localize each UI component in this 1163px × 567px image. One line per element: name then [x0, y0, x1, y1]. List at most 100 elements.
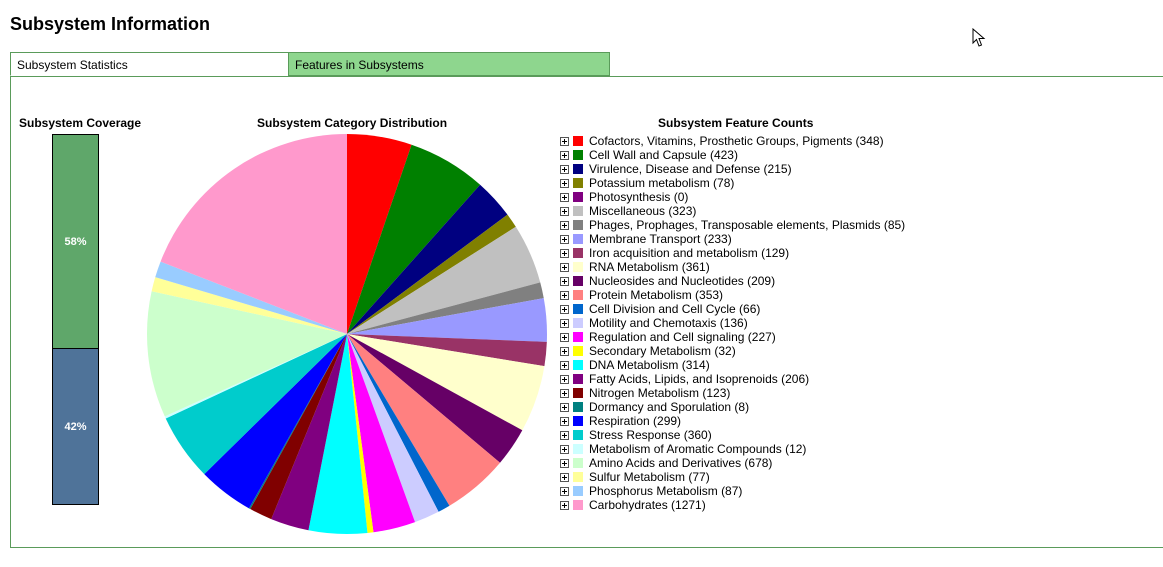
legend-color-swatch	[573, 262, 583, 272]
pie-slice	[151, 277, 347, 334]
coverage-uncovered-label: 42%	[64, 420, 87, 433]
feature-count-label: Nucleosides and Nucleotides (209)	[589, 274, 776, 288]
expand-plus-icon[interactable]	[560, 374, 569, 384]
legend-color-swatch	[573, 458, 583, 468]
expand-plus-icon[interactable]	[560, 444, 569, 454]
legend-color-swatch	[573, 500, 583, 510]
expand-plus-icon[interactable]	[560, 360, 569, 370]
expand-plus-icon[interactable]	[560, 220, 569, 230]
feature-count-label: Carbohydrates (1271)	[589, 498, 706, 512]
feature-count-label: Stress Response (360)	[589, 428, 712, 442]
feature-count-item: Regulation and Cell signaling (227)	[558, 330, 905, 344]
feature-count-label: Phages, Prophages, Transposable elements…	[589, 218, 906, 232]
mouse-cursor-icon	[972, 28, 986, 47]
expand-plus-icon[interactable]	[560, 500, 569, 510]
expand-plus-icon[interactable]	[560, 472, 569, 482]
pie-slice	[347, 334, 547, 367]
legend-color-swatch	[573, 220, 583, 230]
pie-slice	[347, 334, 450, 512]
expand-plus-icon[interactable]	[560, 388, 569, 398]
tab-features-in-subsystems[interactable]: Features in Subsystems	[288, 52, 610, 76]
pie-slice	[347, 334, 439, 523]
legend-color-swatch	[573, 234, 583, 244]
category-pie-chart	[147, 134, 547, 534]
feature-count-label: Nitrogen Metabolism (123)	[589, 386, 731, 400]
legend-color-swatch	[573, 346, 583, 356]
expand-plus-icon[interactable]	[560, 178, 569, 188]
coverage-covered-label: 58%	[64, 235, 87, 248]
expand-plus-icon[interactable]	[560, 402, 569, 412]
feature-count-item: Stress Response (360)	[558, 428, 905, 442]
expand-plus-icon[interactable]	[560, 206, 569, 216]
pie-slice	[204, 334, 347, 509]
legend-color-swatch	[573, 206, 583, 216]
pie-slice	[347, 226, 541, 334]
feature-count-label: Dormancy and Sporulation (8)	[589, 400, 750, 414]
feature-count-item: Carbohydrates (1271)	[558, 498, 905, 512]
feature-count-label: Membrane Transport (233)	[589, 232, 732, 246]
legend-color-swatch	[573, 248, 583, 258]
expand-plus-icon[interactable]	[560, 430, 569, 440]
feature-count-item: Protein Metabolism (353)	[558, 288, 905, 302]
expand-plus-icon[interactable]	[560, 346, 569, 356]
expand-plus-icon[interactable]	[560, 192, 569, 202]
expand-plus-icon[interactable]	[560, 150, 569, 160]
pie-slice	[248, 334, 347, 510]
pie-slice	[347, 184, 508, 334]
feature-count-label: Potassium metabolism (78)	[589, 176, 735, 190]
feature-count-item: Fatty Acids, Lipids, and Isoprenoids (20…	[558, 372, 905, 386]
expand-plus-icon[interactable]	[560, 486, 569, 496]
legend-color-swatch	[573, 416, 583, 426]
coverage-bar-segment-covered: 58%	[53, 135, 98, 349]
pie-slice	[347, 334, 416, 533]
expand-plus-icon[interactable]	[560, 164, 569, 174]
feature-count-label: Regulation and Cell signaling (227)	[589, 330, 776, 344]
pie-slice	[347, 334, 523, 463]
expand-plus-icon[interactable]	[560, 318, 569, 328]
feature-count-label: Respiration (299)	[589, 414, 682, 428]
feature-count-label: Iron acquisition and metabolism (129)	[589, 246, 790, 260]
feature-count-label: Phosphorus Metabolism (87)	[589, 484, 743, 498]
pie-slice	[347, 334, 501, 506]
legend-color-swatch	[573, 360, 583, 370]
pie-slice	[160, 134, 347, 334]
legend-color-swatch	[573, 332, 583, 342]
legend-color-swatch	[573, 150, 583, 160]
feature-count-label: Sulfur Metabolism (77)	[589, 470, 710, 484]
expand-plus-icon[interactable]	[560, 248, 569, 258]
expand-plus-icon[interactable]	[560, 416, 569, 426]
coverage-title: Subsystem Coverage	[19, 116, 142, 130]
feature-count-item: Nucleosides and Nucleotides (209)	[558, 274, 905, 288]
legend-color-swatch	[573, 472, 583, 482]
feature-count-item: Metabolism of Aromatic Compounds (12)	[558, 442, 905, 456]
legend-color-swatch	[573, 388, 583, 398]
legend-color-swatch	[573, 402, 583, 412]
feature-count-item: Phosphorus Metabolism (87)	[558, 484, 905, 498]
feature-counts-title: Subsystem Feature Counts	[658, 116, 814, 130]
feature-count-label: Cofactors, Vitamins, Prosthetic Groups, …	[589, 134, 884, 148]
feature-count-item: Photosynthesis (0)	[558, 190, 905, 204]
expand-plus-icon[interactable]	[560, 234, 569, 244]
feature-count-label: Photosynthesis (0)	[589, 190, 689, 204]
feature-count-item: Cell Division and Cell Cycle (66)	[558, 302, 905, 316]
pie-slice	[347, 334, 545, 431]
legend-color-swatch	[573, 318, 583, 328]
feature-count-item: Secondary Metabolism (32)	[558, 344, 905, 358]
distribution-title: Subsystem Category Distribution	[257, 116, 448, 130]
expand-plus-icon[interactable]	[560, 290, 569, 300]
expand-plus-icon[interactable]	[560, 262, 569, 272]
feature-count-label: RNA Metabolism (361)	[589, 260, 710, 274]
expand-plus-icon[interactable]	[560, 136, 569, 146]
expand-plus-icon[interactable]	[560, 276, 569, 286]
legend-color-swatch	[573, 136, 583, 146]
expand-plus-icon[interactable]	[560, 458, 569, 468]
expand-plus-icon[interactable]	[560, 304, 569, 314]
feature-count-label: Fatty Acids, Lipids, and Isoprenoids (20…	[589, 372, 810, 386]
feature-count-label: Metabolism of Aromatic Compounds (12)	[589, 442, 807, 456]
expand-plus-icon[interactable]	[560, 332, 569, 342]
feature-count-item: Nitrogen Metabolism (123)	[558, 386, 905, 400]
feature-count-label: Miscellaneous (323)	[589, 204, 697, 218]
tab-subsystem-statistics[interactable]: Subsystem Statistics	[10, 52, 289, 76]
feature-count-label: Motility and Chemotaxis (136)	[589, 316, 748, 330]
pie-slice	[347, 334, 374, 533]
